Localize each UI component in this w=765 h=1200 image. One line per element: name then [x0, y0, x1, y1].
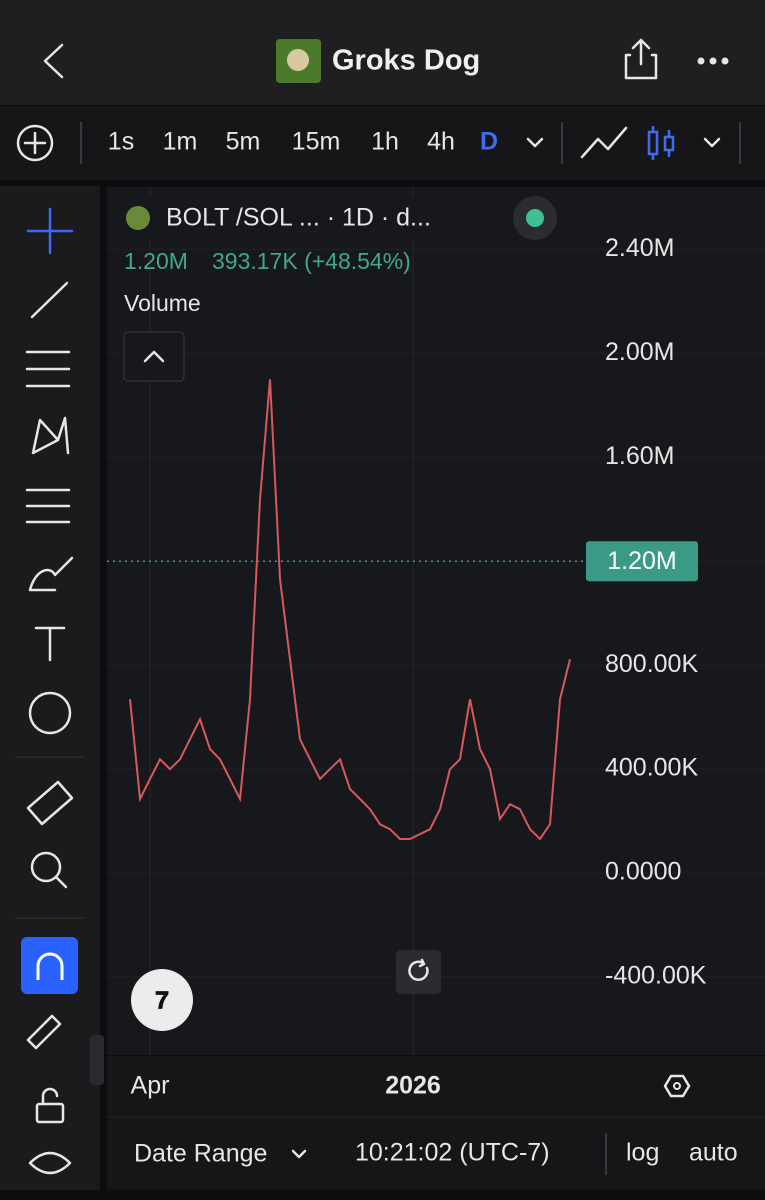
add-button[interactable]	[16, 124, 54, 162]
crosshair-tool[interactable]	[26, 207, 74, 255]
interval-button[interactable]: 4h	[427, 128, 455, 156]
tv-logo-mark: 𝟕	[155, 987, 169, 1014]
toolbar	[0, 106, 765, 180]
collapse-handle[interactable]	[90, 1035, 104, 1085]
lock-drawing-tool[interactable]	[26, 1014, 62, 1050]
header-title: Groks Dog	[332, 45, 480, 77]
legend-indicator: Volume	[124, 290, 201, 316]
reset-icon	[408, 958, 429, 981]
chart-type-dropdown[interactable]	[703, 137, 721, 148]
text-tool[interactable]	[34, 626, 66, 662]
legend-price: 1.20M	[124, 248, 188, 274]
auto-button[interactable]: auto	[689, 1139, 738, 1167]
status-dot	[526, 209, 544, 227]
interval-button[interactable]: 5m	[226, 128, 261, 156]
settings-icon	[673, 1082, 681, 1090]
magnet-tool[interactable]	[21, 937, 78, 994]
magnet-icon	[36, 952, 64, 980]
candle-chart-button[interactable]	[647, 126, 675, 160]
tools	[25, 207, 74, 1175]
interval-group: 1s 1m 5m 15m 1h 4h D	[108, 128, 498, 156]
tv-logo[interactable]	[131, 969, 193, 1031]
pattern-tool[interactable]	[31, 416, 70, 455]
price-line	[129, 379, 571, 841]
footer-bar	[107, 1117, 765, 1189]
plot: 1.20M	[107, 379, 698, 841]
log-button[interactable]: log	[626, 1139, 659, 1167]
zoom-tool[interactable]	[30, 851, 62, 883]
lock-tool[interactable]	[35, 1102, 65, 1124]
legend-symbol: BOLT /SOL ... · 1D · d...	[166, 204, 431, 232]
projection-tool[interactable]	[25, 488, 71, 524]
interval-button[interactable]: D	[480, 128, 498, 156]
interval-button[interactable]: 1h	[371, 128, 399, 156]
time-zone-button[interactable]: 10:21:02 (UTC-7)	[355, 1139, 550, 1167]
token-avatar-dog	[287, 49, 309, 71]
interval-button[interactable]: 1m	[163, 128, 198, 156]
last-price-label: 1.20M	[607, 547, 676, 575]
y-tick-label: 2.00M	[605, 338, 674, 366]
legend-change: 393.17K (+48.54%)	[212, 248, 411, 274]
x-tick-label: 2026	[385, 1072, 441, 1100]
share-button[interactable]	[624, 38, 658, 80]
legend-box	[118, 196, 504, 240]
x-tick-label: Apr	[131, 1072, 170, 1100]
collapse-legend-button[interactable]	[123, 331, 185, 382]
date-range-dropdown[interactable]	[291, 1149, 307, 1159]
chart-area	[107, 187, 765, 1055]
line-chart-button[interactable]	[580, 126, 628, 159]
bottom-edge	[0, 1190, 765, 1200]
interval-button[interactable]: 1s	[108, 128, 134, 156]
x-axis-bar	[107, 1056, 765, 1116]
back-button[interactable]	[43, 43, 64, 79]
brush-tool[interactable]	[28, 556, 74, 592]
reset-button[interactable]	[396, 950, 441, 994]
ruler-tool[interactable]	[26, 780, 74, 826]
y-tick-label: 1.60M	[605, 442, 674, 470]
legend-avatar	[126, 206, 150, 230]
y-tick-label: -400.00K	[605, 962, 707, 990]
trend-line-tool[interactable]	[30, 281, 69, 319]
fib-tool[interactable]	[25, 350, 71, 388]
x-axis: Apr 2026	[131, 1072, 441, 1100]
interval-dropdown[interactable]	[526, 137, 544, 148]
visibility-tool[interactable]	[28, 1151, 72, 1175]
settings-button[interactable]	[663, 1074, 691, 1098]
header-bar	[0, 0, 765, 105]
y-tick-label: 400.00K	[605, 754, 698, 782]
more-button[interactable]	[697, 57, 729, 65]
last-price-badge	[586, 541, 698, 582]
collapse-icon	[143, 350, 165, 363]
y-tick-label: 2.40M	[605, 234, 674, 262]
interval-button[interactable]: 15m	[292, 128, 341, 156]
emoji-tool[interactable]	[28, 691, 72, 735]
date-range-button[interactable]: Date Range	[134, 1140, 267, 1168]
y-tick-label: 800.00K	[605, 650, 698, 678]
y-tick-label: 0.0000	[605, 858, 681, 886]
